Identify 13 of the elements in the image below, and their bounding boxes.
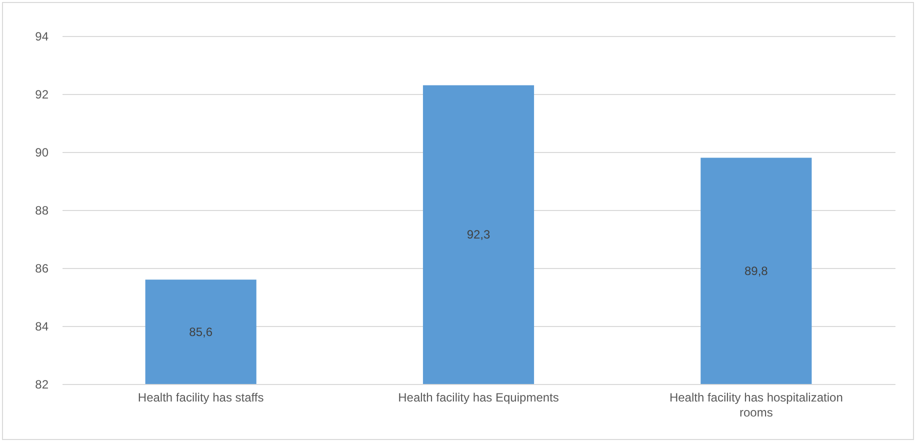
data-label: 92,3 xyxy=(466,228,490,242)
y-tick-label: 84 xyxy=(35,320,49,334)
y-tick-label: 82 xyxy=(35,378,49,392)
data-label: 89,8 xyxy=(744,264,768,278)
x-tick-label: Health facility has staffs xyxy=(138,390,264,404)
x-tick-label: Health facility has hospitalization rooms xyxy=(669,390,843,420)
x-tick-label: Health facility has Equipments xyxy=(398,390,559,404)
y-tick-label: 86 xyxy=(35,262,49,276)
data-label: 85,6 xyxy=(189,324,213,339)
y-tick-label: 88 xyxy=(35,204,49,218)
y-tick-label: 90 xyxy=(35,146,49,160)
y-tick-label: 92 xyxy=(35,88,49,102)
y-tick-label: 94 xyxy=(35,30,49,44)
